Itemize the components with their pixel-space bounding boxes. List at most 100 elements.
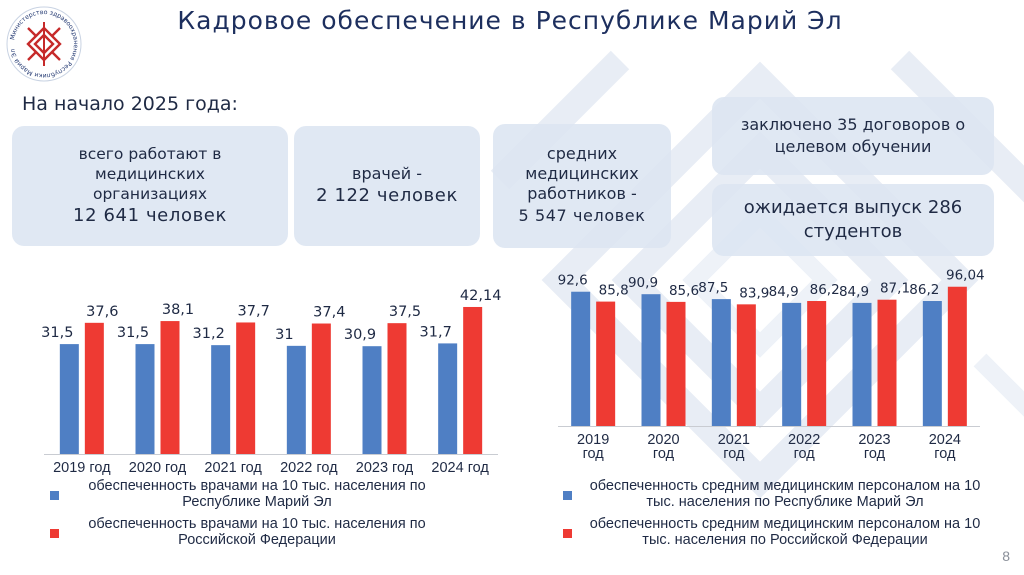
doctors-chart-legend: обеспеченность врачами на 10 тыс. населе…: [50, 478, 470, 552]
legend-label-mari-el: обеспеченность врачами на 10 тыс. населе…: [88, 478, 426, 510]
legend-swatch-blue: [50, 491, 59, 500]
doctors-value: 2 122 человек: [316, 185, 458, 206]
bar-mari-el-2: [211, 345, 231, 454]
data-label-mari-el-5: 86,2: [909, 282, 939, 298]
bar-russia-3: [311, 323, 331, 454]
x-tick-label-5-0: 2024: [929, 432, 961, 448]
data-label-mari-el-3: 31: [275, 327, 293, 343]
data-label-russia-0: 85,8: [599, 283, 629, 299]
data-label-mari-el-5: 31,7: [420, 324, 452, 340]
nurses-value: 5 547 человек: [518, 206, 646, 225]
data-label-mari-el-4: 84,9: [839, 284, 869, 300]
bar-mari-el-4: [852, 302, 872, 426]
data-label-russia-3: 86,2: [810, 282, 840, 298]
legend-swatch-red: [563, 529, 572, 538]
bar-russia-2: [236, 322, 256, 454]
data-label-mari-el-4: 30,9: [344, 327, 376, 343]
bar-russia-2: [736, 304, 756, 426]
data-label-russia-5: 42,14: [460, 288, 502, 304]
graduates-text: ожидается выпуск 286 студентов: [743, 197, 963, 242]
x-tick-label-0-0: 2019: [577, 432, 609, 448]
legend-swatch-blue: [563, 491, 572, 500]
data-label-mari-el-1: 90,9: [628, 275, 658, 291]
data-label-russia-4: 37,5: [389, 304, 421, 320]
bar-russia-1: [666, 301, 686, 426]
bar-russia-0: [596, 301, 616, 426]
bar-mari-el-2: [711, 299, 731, 426]
bar-mari-el-5: [922, 301, 942, 426]
data-label-mari-el-0: 31,5: [41, 325, 73, 341]
data-label-russia-5: 96,04: [946, 268, 985, 284]
x-tick-label-2: 2021 год: [204, 460, 262, 476]
x-tick-label-4-1: год: [864, 446, 886, 462]
contracts-text: заключено 35 договоров о целевом обучени…: [740, 115, 966, 156]
nurses-card: средних медицинских работников - 5 547 ч…: [493, 124, 671, 248]
bar-russia-4: [877, 299, 897, 426]
data-label-russia-1: 38,1: [162, 302, 194, 318]
page-number: 8: [1002, 548, 1010, 564]
nurses-chart-legend: обеспеченность средним медицинским персо…: [563, 478, 1003, 552]
bar-mari-el-0: [571, 291, 591, 426]
total-staff-value: 12 641 человек: [73, 205, 227, 226]
bar-mari-el-3: [286, 345, 306, 454]
data-label-mari-el-2: 87,5: [698, 280, 728, 296]
data-label-mari-el-0: 92,6: [558, 273, 588, 289]
x-tick-label-4: 2023 год: [356, 460, 414, 476]
data-label-mari-el-2: 31,2: [193, 326, 225, 342]
x-tick-label-0: 2019 год: [53, 460, 111, 476]
bar-russia-1: [160, 321, 180, 454]
page-title: Кадровое обеспечение в Республике Марий …: [177, 6, 843, 35]
data-label-russia-1: 85,6: [669, 283, 699, 299]
ministry-logo: Министерство здравоохранения Республики …: [4, 4, 84, 84]
x-tick-label-0-1: год: [583, 446, 605, 462]
bar-mari-el-1: [135, 344, 155, 454]
x-tick-label-2-1: год: [723, 446, 745, 462]
data-label-russia-2: 83,9: [739, 285, 769, 301]
data-label-mari-el-3: 84,9: [769, 284, 799, 300]
bar-russia-5: [463, 306, 483, 454]
x-tick-label-4-0: 2023: [858, 432, 890, 448]
x-tick-label-2-0: 2021: [718, 432, 750, 448]
data-label-russia-3: 37,4: [313, 305, 345, 321]
x-tick-label-3: 2022 год: [280, 460, 338, 476]
legend-swatch-red: [50, 529, 59, 538]
legend-label-russia: обеспеченность врачами на 10 тыс. населе…: [88, 516, 426, 548]
x-tick-label-3-1: год: [794, 446, 816, 462]
legend-label-mari-el-nurses: обеспеченность средним медицинским персо…: [589, 478, 981, 510]
data-label-russia-0: 37,6: [86, 304, 118, 320]
data-label-russia-2: 37,7: [238, 303, 270, 319]
bar-russia-5: [947, 286, 967, 426]
doctors-ratio-chart: 31,5 37,6 2019 год 31,5 38,1 2020 год 31,2 37,7…: [41, 288, 502, 476]
x-tick-label-5: 2024 год: [431, 460, 489, 476]
x-tick-label-3-0: 2022: [788, 432, 820, 448]
legend-item-russia-nurses: обеспеченность средним медицинским персо…: [563, 516, 1003, 548]
x-tick-label-1: 2020 год: [129, 460, 187, 476]
bar-mari-el-3: [782, 302, 802, 426]
bar-russia-0: [84, 322, 104, 454]
legend-item-mari-el: обеспеченность врачами на 10 тыс. населе…: [50, 478, 470, 510]
contracts-card: заключено 35 договоров о целевом обучени…: [712, 97, 994, 175]
nurses-label: средних медицинских работников -: [525, 144, 639, 203]
as-of-date: На начало 2025 года:: [22, 93, 238, 115]
bar-mari-el-1: [641, 294, 661, 426]
x-tick-label-1-0: 2020: [647, 432, 679, 448]
graduates-card: ожидается выпуск 286 студентов: [712, 184, 994, 256]
data-label-mari-el-1: 31,5: [117, 325, 149, 341]
bar-mari-el-0: [59, 344, 79, 454]
bar-mari-el-4: [362, 346, 382, 454]
legend-item-mari-el-nurses: обеспеченность средним медицинским персо…: [563, 478, 1003, 510]
x-tick-label-1-1: год: [653, 446, 675, 462]
legend-item-russia: обеспеченность врачами на 10 тыс. населе…: [50, 516, 470, 548]
data-label-russia-4: 87,1: [880, 281, 910, 297]
doctors-card: врачей - 2 122 человек: [294, 126, 480, 246]
bar-russia-4: [387, 323, 407, 454]
x-tick-label-5-1: год: [934, 446, 956, 462]
bar-mari-el-5: [438, 343, 458, 454]
total-staff-card: всего работают в медицинских организация…: [12, 126, 288, 246]
doctors-label: врачей -: [352, 164, 422, 183]
total-staff-label: всего работают в медицинских организация…: [78, 145, 222, 203]
bar-russia-3: [807, 301, 827, 426]
legend-label-russia-nurses: обеспеченность средним медицинским персо…: [589, 516, 981, 548]
